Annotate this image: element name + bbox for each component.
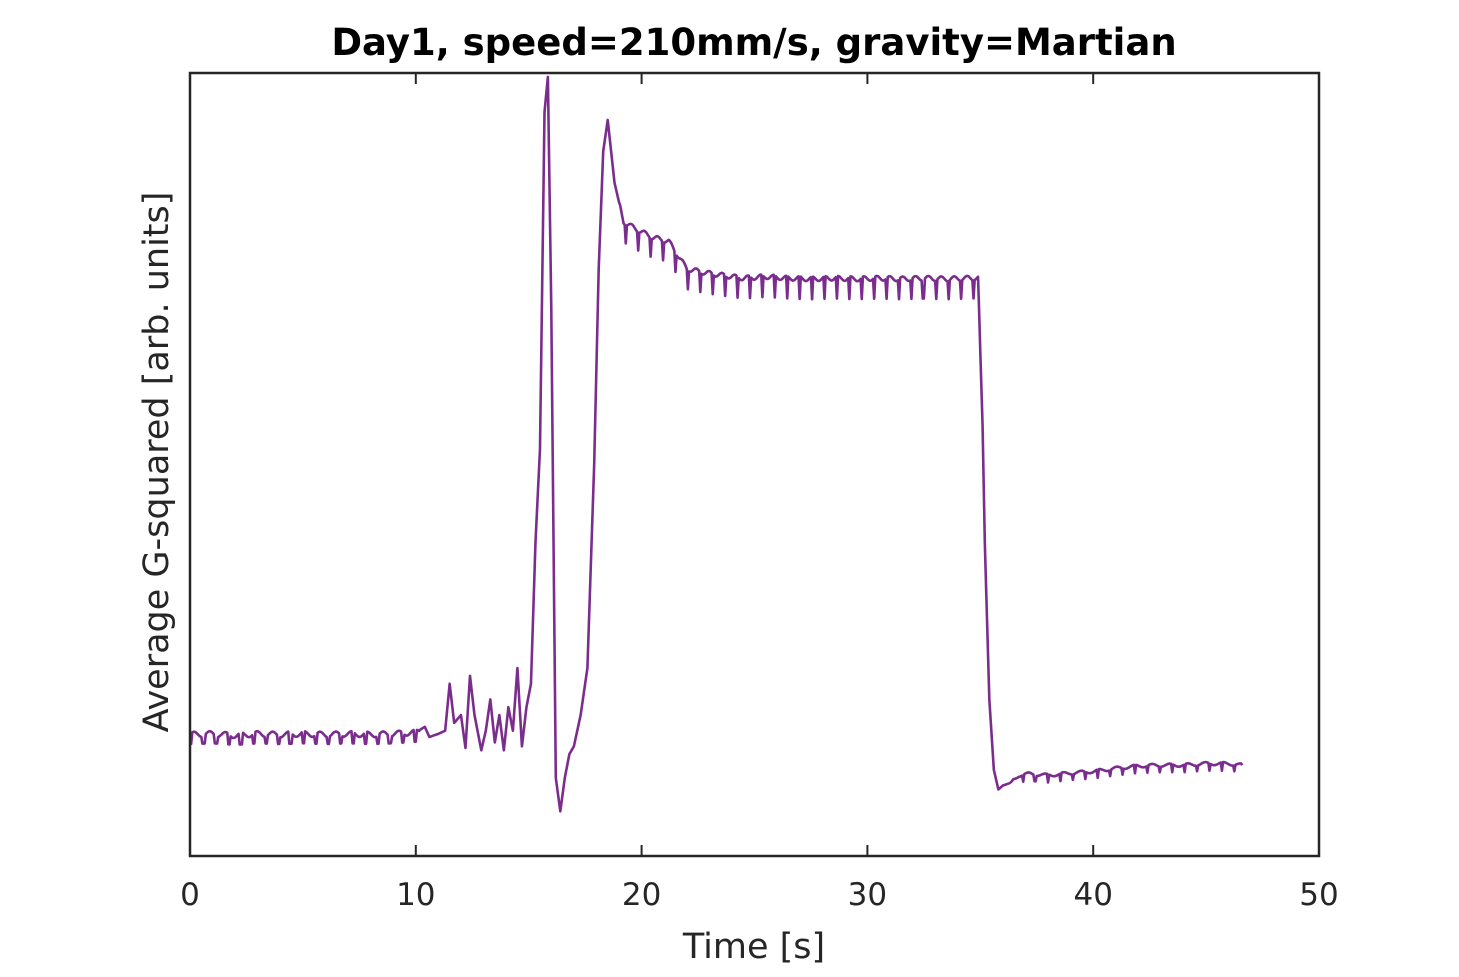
y-axis-label: Average G-squared [arb. units]: [137, 192, 177, 733]
x-tick-label: 30: [848, 877, 887, 913]
chart-title: Day1, speed=210mm/s, gravity=Martian: [331, 21, 1176, 64]
x-axis-tick-labels: 0 10 20 30 40 50: [180, 877, 1339, 913]
x-tick-label: 50: [1299, 877, 1338, 913]
axes-frame: [188, 71, 1321, 858]
x-axis-label: Time [s]: [682, 927, 825, 967]
x-tick-label: 0: [180, 877, 200, 913]
plot-area: [189, 75, 1244, 813]
x-axis-ticks: [189, 73, 1320, 856]
x-tick-label: 40: [1073, 877, 1112, 913]
x-tick-label: 20: [622, 877, 661, 913]
x-tick-label: 10: [396, 877, 435, 913]
series-line: [189, 75, 1244, 813]
